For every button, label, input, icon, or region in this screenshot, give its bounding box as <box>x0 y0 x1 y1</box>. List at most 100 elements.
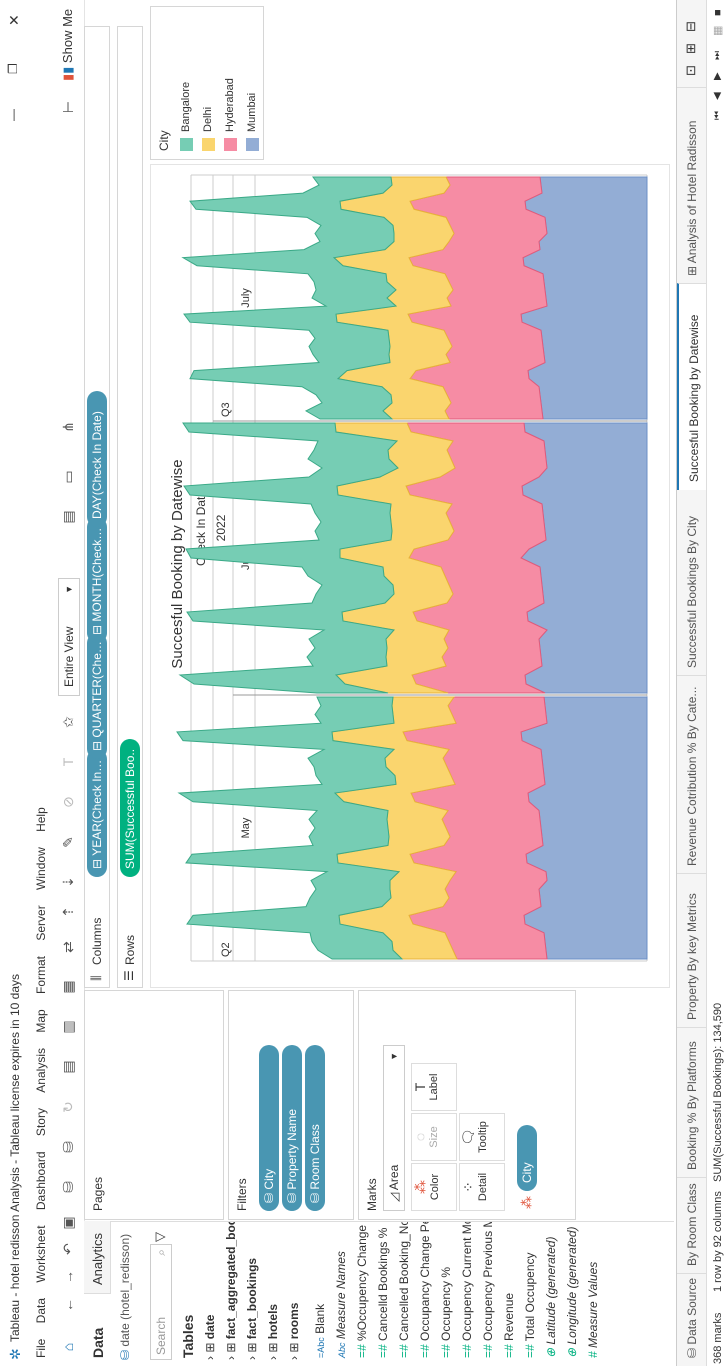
columns-pill-month[interactable]: ⊟ MONTH(Check In .. <box>87 517 107 643</box>
menu-story[interactable]: Story <box>34 1108 48 1137</box>
swap-rows-columns-icon[interactable]: ⇄ <box>60 941 76 953</box>
field-item[interactable]: =# Occupency Previous Month <box>481 1222 495 1358</box>
group-members-icon[interactable]: ⊘ <box>60 796 76 808</box>
tooltip-button[interactable]: 🗨 Tooltip <box>459 1113 505 1161</box>
columns-shelf[interactable]: ⫼ Columns ⊟ YEAR(Check In Da.. ⊟ QUARTER… <box>84 26 110 988</box>
tab-sheet[interactable]: Revenue Cotribution % By Cate... <box>677 675 707 874</box>
field-item[interactable]: Abc Measure Names <box>334 1251 348 1358</box>
clear-sheet-icon[interactable]: ▦ <box>60 980 76 994</box>
home-icon[interactable]: ⌂ <box>60 1342 76 1352</box>
rows-pill-sum-successful-bookings[interactable]: SUM(Successful Boo.. <box>120 739 140 877</box>
show-mark-labels-icon[interactable]: T <box>60 757 76 767</box>
new-worksheet-tab-icon[interactable]: ⊡ <box>683 65 698 76</box>
show-me-button[interactable]: ▮▮ Show Me <box>60 8 75 81</box>
nav-last-icon[interactable]: ⏭ <box>712 51 723 60</box>
legend-item-bangalore[interactable]: Bangalore <box>175 78 197 151</box>
minimize-button[interactable]: — <box>6 109 20 121</box>
menu-dashboard[interactable]: Dashboard <box>34 1151 48 1211</box>
nav-first-icon[interactable]: ⏮ <box>712 111 723 120</box>
legend-item-hyderabad[interactable]: Hyderabad <box>219 78 241 151</box>
field-item[interactable]: ⊕ Latitude (generated) <box>544 1236 558 1358</box>
field-item[interactable]: =# Revenue <box>502 1292 516 1358</box>
label-button[interactable]: T Label <box>411 1063 457 1111</box>
filters-shelf[interactable]: Filters ⛁ City ⛁ Property Name ⛁ Room Cl… <box>228 990 354 1220</box>
tile-view-icon[interactable]: ▦ <box>712 25 724 36</box>
tab-sheet[interactable]: By Room Class <box>677 1177 707 1274</box>
show-cards-icon[interactable]: ▤ <box>60 510 76 524</box>
field-item[interactable]: # Measure Values <box>586 1261 600 1358</box>
menu-analysis[interactable]: Analysis <box>34 1048 48 1093</box>
new-story-tab-icon[interactable]: ⊟ <box>683 21 698 32</box>
field-item[interactable]: =Abc Blank <box>313 1303 327 1358</box>
fix-axes-icon[interactable]: ✩ <box>60 716 76 728</box>
tab-dashboard[interactable]: ⊞ Analysis of Hotel Radisson <box>677 87 707 284</box>
data-source-item[interactable]: ⛁ date (hotel_redisson) <box>118 1234 132 1360</box>
table-rooms[interactable]: › ⊞ rooms <box>287 1302 301 1360</box>
duplicate-sheet-icon[interactable]: ▥ <box>60 1020 76 1034</box>
filmstrip-icon[interactable]: ■ <box>712 9 724 16</box>
pause-updates-icon[interactable]: ⛁ <box>60 1141 76 1153</box>
area-bangalore[interactable] <box>181 176 398 420</box>
color-button[interactable]: ⁂ Color <box>411 1163 457 1211</box>
undo-icon[interactable]: ↶ <box>60 1243 76 1255</box>
table-fact-aggregated-bookings[interactable]: › ⊞ fact_aggregated_bookings <box>224 1222 238 1360</box>
menu-data[interactable]: Data <box>34 1297 48 1324</box>
size-button[interactable]: ◌ Size <box>411 1113 457 1161</box>
menu-help[interactable]: Help <box>34 807 48 832</box>
area-bangalore[interactable] <box>176 696 404 960</box>
marks-pill-city[interactable]: City <box>517 1125 537 1191</box>
back-icon[interactable]: ← <box>60 1298 76 1312</box>
new-worksheet-icon[interactable]: ▤ <box>60 1060 76 1074</box>
field-item[interactable]: =# Occupancy Change Per M... <box>418 1222 432 1358</box>
restore-button[interactable]: ❐ <box>6 63 20 74</box>
save-icon[interactable]: ▣ <box>60 1216 76 1230</box>
data-tab-label[interactable]: Data <box>90 1327 106 1358</box>
area-bangalore[interactable] <box>178 422 399 694</box>
fit-dropdown[interactable]: Entire View ▼ <box>58 578 80 696</box>
new-data-source-icon[interactable]: ⛁ <box>60 1181 76 1193</box>
tab-sheet-active[interactable]: Succesful Booking by Datewise <box>677 283 709 490</box>
sort-ascending-icon[interactable]: ⇡ <box>60 906 76 918</box>
field-item[interactable]: =# Occupency % <box>439 1266 453 1358</box>
menu-worksheet[interactable]: Worksheet <box>34 1225 48 1283</box>
legend-item-mumbai[interactable]: Mumbai <box>241 78 263 151</box>
tab-sheet[interactable]: Property By key Metrics <box>677 873 707 1028</box>
nav-prev-icon[interactable]: ◀ <box>712 92 723 100</box>
table-fact-bookings[interactable]: › ⊞ fact_bookings <box>245 1257 259 1360</box>
filter-pill-property-name[interactable]: ⛁ Property Name <box>282 1045 302 1211</box>
mark-type-dropdown[interactable]: ◿ Area ▼ <box>383 1045 405 1211</box>
tab-sheet[interactable]: Successful Bookings By City <box>677 489 707 676</box>
filter-icon[interactable]: ▽ <box>152 1232 167 1242</box>
field-item[interactable]: =# Cancelld Bookings % <box>376 1227 390 1358</box>
table-date[interactable]: › ⊞ date <box>203 1314 217 1360</box>
nav-next-icon[interactable]: ▶ <box>712 72 723 80</box>
pages-shelf[interactable]: Pages <box>84 990 224 1220</box>
field-item[interactable]: =# Total Occupency <box>523 1252 537 1358</box>
menu-server[interactable]: Server <box>34 905 48 941</box>
analytics-tab[interactable]: Analytics <box>84 1221 111 1294</box>
field-item[interactable]: =# %Occupency Change Per ... <box>355 1222 369 1358</box>
sort-descending-icon[interactable]: ⇣ <box>60 876 76 888</box>
columns-pill-year[interactable]: ⊟ YEAR(Check In Da.. <box>87 749 107 877</box>
forward-icon[interactable]: → <box>60 1270 76 1284</box>
table-hotels[interactable]: › ⊞ hotels <box>266 1303 280 1360</box>
new-dashboard-tab-icon[interactable]: ⊞ <box>683 43 698 54</box>
highlight-icon[interactable]: ✎ <box>60 836 76 848</box>
filter-pill-city[interactable]: ⛁ City <box>259 1045 279 1211</box>
tab-sheet[interactable]: Booking % By Platforms <box>677 1027 707 1178</box>
field-item[interactable]: =# Cancelled Booking_No <box>397 1222 411 1358</box>
ask-data-icon[interactable]: ⊢ <box>60 100 76 114</box>
share-icon[interactable]: ⋔ <box>60 421 76 433</box>
columns-pill-quarter[interactable]: ⊟ QUARTER(Check I.. <box>87 633 107 759</box>
detail-button[interactable]: ⁘ Detail <box>459 1163 505 1211</box>
tab-data-source[interactable]: ⛁ Data Source <box>677 1273 707 1366</box>
filter-pill-room-class[interactable]: ⛁ Room Class <box>305 1045 325 1211</box>
field-item[interactable]: ⊕ Longitude (generated) <box>565 1226 579 1359</box>
columns-pill-day[interactable]: DAY(Check In Date) <box>87 391 107 527</box>
close-button[interactable]: ✕ <box>6 14 22 26</box>
menu-file[interactable]: File <box>34 1338 48 1358</box>
legend-item-delhi[interactable]: Delhi <box>197 78 219 151</box>
search-input[interactable]: Search ⌕ <box>150 1244 172 1360</box>
field-item[interactable]: =# Occupency Current Month <box>460 1222 474 1358</box>
menu-window[interactable]: Window <box>34 847 48 890</box>
